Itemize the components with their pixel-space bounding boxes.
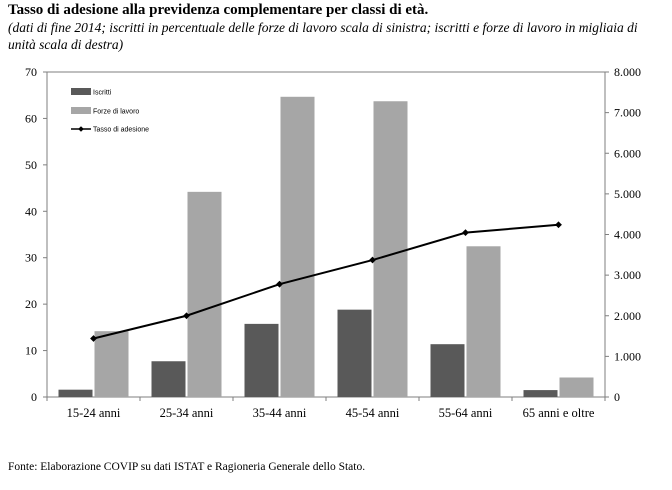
plot-area-border xyxy=(46,71,606,398)
bars xyxy=(58,96,594,397)
bar-forze-di-lavoro xyxy=(187,191,222,397)
right-tick-label: 3.000 xyxy=(614,268,641,282)
line-tasso-di-adesione xyxy=(93,223,559,340)
bar-iscritti xyxy=(337,309,372,397)
right-tick-label: 6.000 xyxy=(614,146,641,160)
x-tick-label: 45-54 anni xyxy=(346,406,400,420)
bar-forze-di-lavoro xyxy=(373,101,408,397)
left-tick-label: 70 xyxy=(25,65,37,79)
left-tick-label: 30 xyxy=(25,251,37,265)
legend: Iscritti Forze di lavoro Tasso di adesio… xyxy=(71,88,149,134)
legend-label-forze-di-lavoro: Forze di lavoro xyxy=(93,109,139,116)
right-tick-label: 0 xyxy=(614,390,620,404)
bar-forze-di-lavoro xyxy=(280,96,315,397)
legend-label-iscritti: Iscritti xyxy=(93,90,112,97)
chart-subtitle: (dati di fine 2014; iscritti in percentu… xyxy=(8,20,638,52)
point-tasso-di-adesione xyxy=(90,335,97,342)
bar-iscritti xyxy=(244,323,279,397)
legend-swatch-iscritti xyxy=(71,88,91,95)
bar-iscritti xyxy=(151,361,186,397)
point-tasso-di-adesione xyxy=(183,312,190,320)
left-axis: 0 10 20 30 40 50 60 70 xyxy=(25,65,47,404)
right-axis: 0 1.000 2.000 3.000 4.000 5.000 6.000 7.000 8.00… xyxy=(605,65,641,404)
point-tasso-di-adesione xyxy=(369,256,376,264)
source-footer: Fonte: Elaborazione COVIP su dati ISTAT … xyxy=(8,461,366,473)
bar-iscritti xyxy=(430,344,465,397)
x-axis: 15-24 anni 25-34 anni 35-44 anni 45-54 anni… xyxy=(46,397,606,420)
left-tick-label: 20 xyxy=(25,297,37,311)
bar-forze-di-lavoro xyxy=(559,377,594,397)
right-tick-label: 2.000 xyxy=(614,309,641,323)
legend-label-tasso: Tasso di adesione xyxy=(93,127,149,134)
right-tick-label: 1.000 xyxy=(614,349,641,363)
point-tasso-di-adesione xyxy=(555,221,562,229)
point-tasso-di-adesione xyxy=(462,229,469,237)
point-tasso-di-adesione xyxy=(276,280,283,288)
left-tick-label: 50 xyxy=(25,158,37,172)
right-tick-label: 8.000 xyxy=(614,65,641,79)
x-tick-label: 65 anni e oltre xyxy=(523,406,595,420)
x-tick-label: 35-44 anni xyxy=(253,406,307,420)
left-tick-label: 40 xyxy=(25,204,37,218)
bar-iscritti xyxy=(58,389,93,397)
x-tick-label: 15-24 anni xyxy=(67,406,121,420)
chart-title: Tasso di adesione alla previdenza comple… xyxy=(8,2,429,18)
legend-swatch-forze-di-lavoro xyxy=(71,107,91,114)
rate-line-layer xyxy=(90,221,562,342)
legend-marker-tasso xyxy=(78,126,84,132)
right-tick-label: 7.000 xyxy=(614,106,641,120)
right-tick-label: 5.000 xyxy=(614,187,641,201)
bar-forze-di-lavoro xyxy=(466,246,501,397)
x-tick-label: 25-34 anni xyxy=(160,406,214,420)
left-tick-label: 0 xyxy=(31,390,37,404)
left-tick-label: 60 xyxy=(25,111,37,125)
x-tick-label: 55-64 anni xyxy=(439,406,493,420)
bar-forze-di-lavoro xyxy=(94,331,129,397)
left-tick-label: 10 xyxy=(25,344,37,358)
bar-iscritti xyxy=(523,390,558,397)
right-tick-label: 4.000 xyxy=(614,228,641,242)
